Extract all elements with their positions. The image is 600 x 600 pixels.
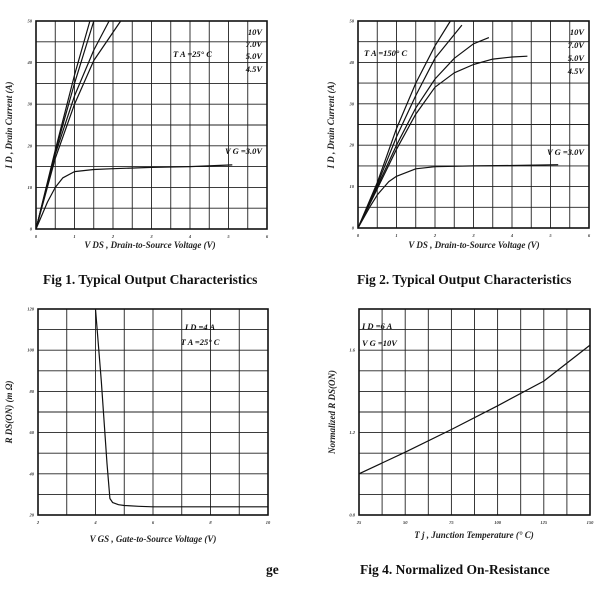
- x-tick-label: 1: [73, 234, 75, 239]
- y-axis-label: Normalized R DS(ON): [327, 370, 337, 455]
- series-line: [35, 164, 233, 230]
- y-axis-label: I D , Drain Current (A): [326, 81, 336, 169]
- series-line: [357, 20, 451, 229]
- annotation-label: I D =6 A: [361, 321, 393, 331]
- y-tick-label: 10: [350, 184, 355, 189]
- series-line: [35, 20, 122, 230]
- y-axis-label: R DS(ON) (m Ω): [4, 381, 14, 445]
- y-tick-label: 0: [352, 226, 355, 231]
- annotation-label: T A =150° C: [364, 48, 407, 58]
- x-tick-label: 2: [36, 520, 40, 525]
- x-tick-label: 5: [549, 233, 552, 238]
- annotation-label: T A =25° C: [181, 337, 220, 347]
- chart-1: 0 1 2 3 4 5 6 0 10 20 30 40 50 V DS , Drain-to-Source…: [4, 19, 269, 251]
- fig4-caption: Fig 4. Normalized On-Resistance: [360, 562, 550, 577]
- x-tick-label: 0: [35, 234, 38, 239]
- x-axis-label: V DS , Drain-to-Source Voltage (V): [84, 240, 215, 250]
- plot-frame: [35, 20, 268, 230]
- y-tick-label: 30: [27, 102, 33, 107]
- annotation-label: T A =25° C: [173, 49, 212, 59]
- y-tick-label: 50: [28, 19, 33, 24]
- x-tick-label: 4: [93, 520, 97, 525]
- y-tick-label: 120: [27, 307, 35, 312]
- x-tick-label: 0: [357, 233, 360, 238]
- y-tick-label: 20: [27, 143, 33, 148]
- x-tick-label: 25: [356, 520, 362, 525]
- y-tick-label: 1.2: [349, 430, 355, 435]
- annotation-label: 4.5V: [567, 66, 586, 76]
- plot-frame: [357, 20, 590, 229]
- series-line: [357, 55, 528, 229]
- plot-frame: [37, 308, 269, 516]
- x-tick-label: 4: [188, 234, 192, 239]
- chart-3: 2 4 6 8 10 20 40 60 80 100 120 V GS , Gate-to-Sourc…: [4, 307, 271, 545]
- x-tick-label: 5: [227, 234, 230, 239]
- annotation-label: 5.0V: [568, 53, 586, 63]
- series-line: [94, 308, 268, 508]
- y-tick-label: 100: [27, 348, 35, 353]
- x-tick-label: 75: [449, 520, 454, 525]
- y-tick-label: 20: [29, 513, 35, 518]
- plot-frame: [358, 308, 591, 516]
- series-line: [357, 24, 463, 229]
- chart-2: 0 1 2 3 4 5 6 0 10 20 30 40 50 V DS , Drain-to-Source…: [326, 19, 591, 251]
- annotation-label: 10V: [248, 27, 264, 37]
- x-axis-label: V DS , Drain-to-Source Voltage (V): [408, 240, 539, 250]
- x-tick-label: 6: [588, 233, 591, 238]
- annotation-label: V G =3.0V: [547, 147, 585, 157]
- y-tick-label: 80: [30, 389, 35, 394]
- y-tick-label: 0.8: [349, 513, 355, 518]
- series-line: [357, 37, 490, 229]
- y-tick-label: 50: [350, 19, 355, 24]
- x-axis-label: V GS , Gate-to-Source Voltage (V): [90, 534, 217, 544]
- x-tick-label: 1: [395, 233, 397, 238]
- x-tick-label: 150: [587, 520, 595, 525]
- annotation-label: 5.0V: [246, 51, 264, 61]
- y-tick-label: 1.6: [349, 348, 355, 353]
- x-tick-label: 4: [510, 233, 514, 238]
- x-tick-label: 100: [494, 520, 502, 525]
- x-tick-label: 6: [266, 234, 269, 239]
- fig2-caption: Fig 2. Typical Output Characteristics: [357, 272, 572, 287]
- y-tick-label: 40: [27, 60, 33, 65]
- annotation-label: V G =10V: [362, 338, 398, 348]
- x-tick-label: 10: [266, 520, 271, 525]
- y-tick-label: 20: [349, 143, 355, 148]
- partial-caption: ge: [266, 562, 279, 577]
- x-tick-label: 8: [209, 520, 212, 525]
- series-line: [358, 344, 591, 475]
- chart-4: 25 50 75 100 125 150 0.8 1.2 1.6 T j , Junction T…: [327, 308, 595, 540]
- series-line: [357, 164, 559, 229]
- y-tick-label: 60: [30, 430, 35, 435]
- x-tick-label: 2: [433, 233, 437, 238]
- y-tick-label: 40: [349, 60, 355, 65]
- x-tick-label: 50: [403, 520, 408, 525]
- x-tick-label: 125: [540, 520, 548, 525]
- annotation-label: 4.5V: [245, 64, 264, 74]
- annotation-label: V G =3.0V: [225, 146, 263, 156]
- annotation-label: 10V: [570, 27, 586, 37]
- y-tick-label: 10: [28, 185, 33, 190]
- y-tick-label: 0: [30, 227, 33, 232]
- series-line: [35, 20, 110, 230]
- x-tick-label: 2: [111, 234, 115, 239]
- x-axis-label: T j , Junction Temperature (° C): [414, 530, 534, 540]
- annotation-label: I D =4 A: [184, 322, 216, 332]
- y-tick-label: 40: [29, 471, 35, 476]
- y-tick-label: 30: [349, 101, 355, 106]
- x-tick-label: 6: [152, 520, 155, 525]
- fig1-caption: Fig 1. Typical Output Characteristics: [43, 272, 258, 287]
- annotation-label: 7.0V: [246, 39, 264, 49]
- x-tick-label: 3: [471, 233, 475, 238]
- y-axis-label: I D , Drain Current (A): [4, 81, 14, 169]
- x-tick-label: 3: [149, 234, 153, 239]
- annotation-label: 7.0V: [568, 40, 586, 50]
